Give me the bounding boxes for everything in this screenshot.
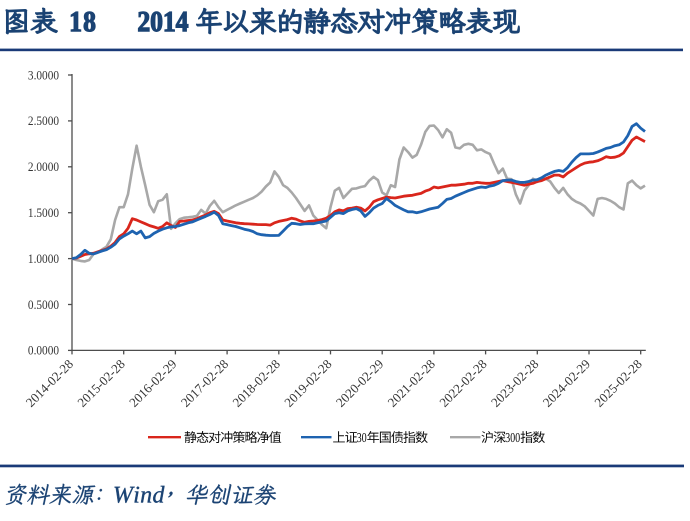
svg-text:0.5000: 0.5000 [28,297,59,312]
svg-text:2.5000: 2.5000 [28,113,59,128]
svg-text:1.5000: 1.5000 [28,205,59,220]
svg-text:1.0000: 1.0000 [28,251,59,266]
svg-text:0.0000: 0.0000 [28,343,59,358]
svg-text:2.0000: 2.0000 [28,159,59,174]
svg-text:3.0000: 3.0000 [28,68,59,83]
